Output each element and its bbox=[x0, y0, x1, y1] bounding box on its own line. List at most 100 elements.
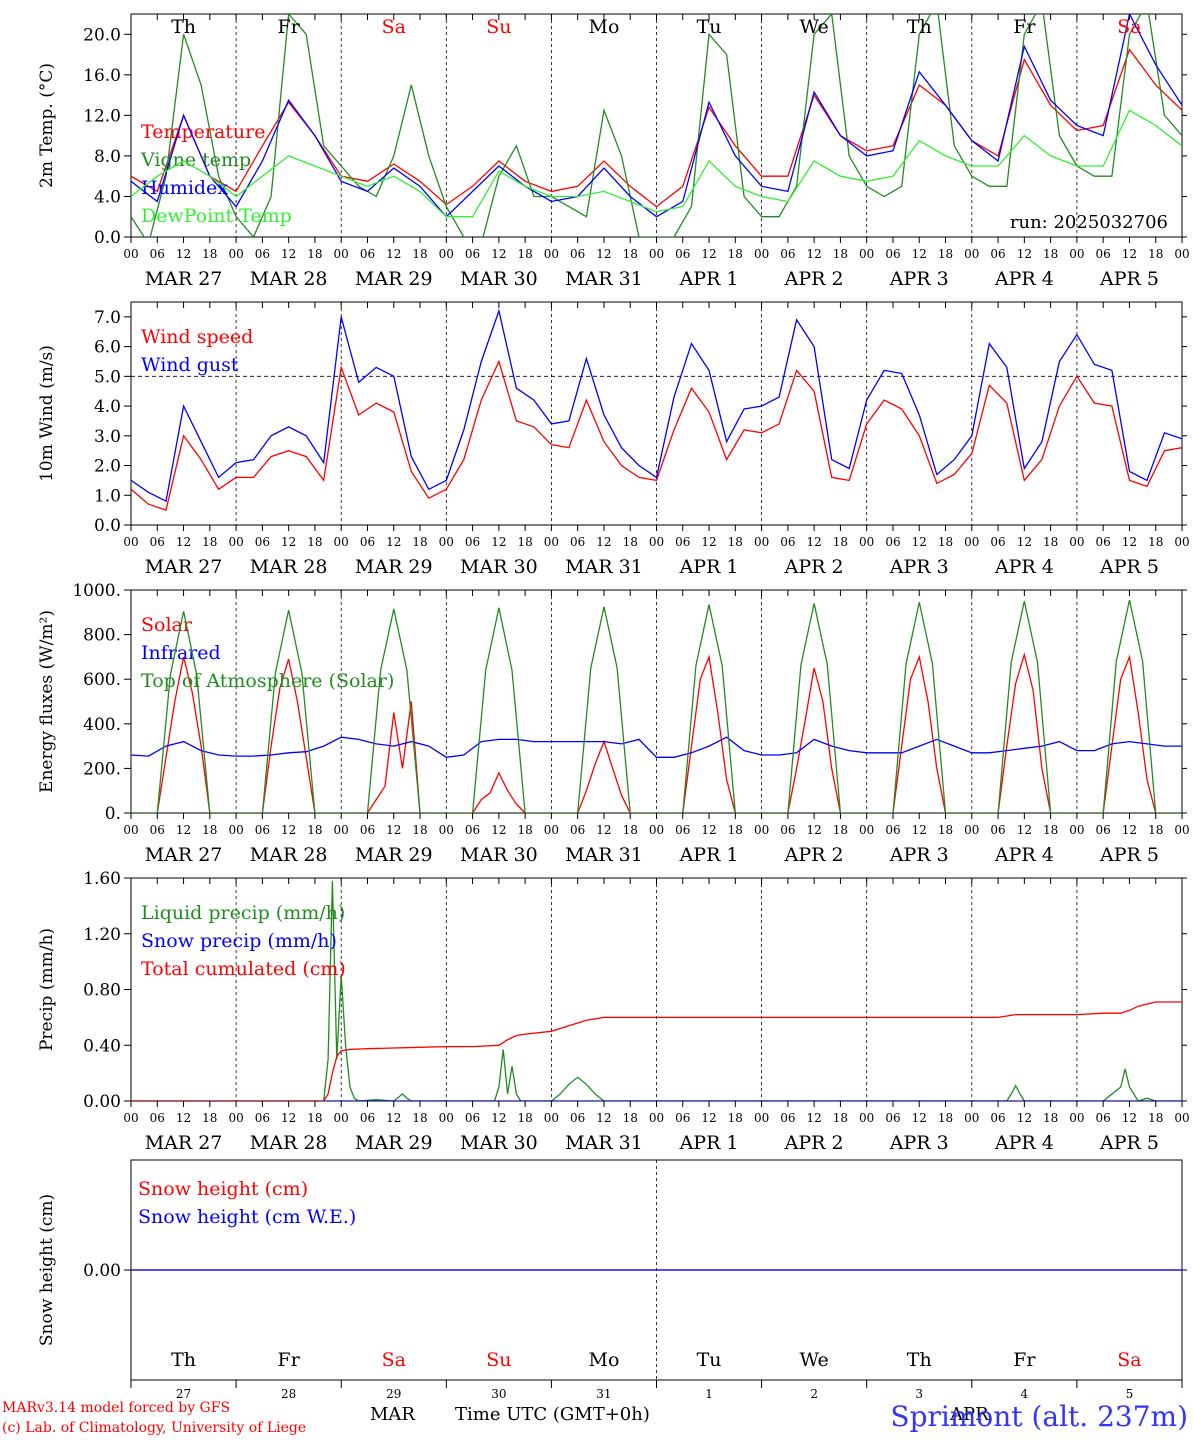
day-name-top: We bbox=[800, 16, 829, 38]
hour-tick-label: 12 bbox=[386, 247, 401, 261]
panel-frame bbox=[130, 589, 1183, 814]
hour-tick-label: 12 bbox=[281, 823, 296, 837]
hour-tick-label: 06 bbox=[1096, 823, 1111, 837]
day-name-top: Tu bbox=[697, 16, 722, 38]
y-tick-label: 3.0 bbox=[94, 427, 121, 447]
legend-entry: Snow height (cm) bbox=[138, 1178, 308, 1200]
hour-tick-label: 18 bbox=[938, 247, 953, 261]
date-label: APR 4 bbox=[994, 1132, 1054, 1154]
month-apr: APR bbox=[950, 1404, 989, 1425]
hour-tick-label: 18 bbox=[623, 535, 638, 549]
hour-tick-label: 18 bbox=[412, 535, 427, 549]
hour-tick-label: 00 bbox=[964, 1111, 979, 1125]
y-tick-label: 16.0 bbox=[83, 66, 121, 86]
hour-tick-label: 00 bbox=[649, 247, 664, 261]
day-name-bottom: Sa bbox=[382, 1349, 406, 1371]
hour-tick-label: 00 bbox=[544, 1111, 559, 1125]
hour-tick-label: 06 bbox=[1096, 247, 1111, 261]
hour-tick-label: 18 bbox=[833, 247, 848, 261]
hour-tick-label: 12 bbox=[912, 823, 927, 837]
hour-tick-label: 18 bbox=[307, 1111, 322, 1125]
day-name-top: Th bbox=[907, 16, 932, 38]
date-label: MAR 28 bbox=[250, 556, 328, 578]
hour-tick-label: 18 bbox=[517, 247, 532, 261]
hour-tick-label: 06 bbox=[150, 247, 165, 261]
hour-tick-label: 00 bbox=[1174, 535, 1189, 549]
y-tick-label: 2.0 bbox=[94, 457, 121, 477]
hour-tick-label: 12 bbox=[1122, 823, 1137, 837]
hour-tick-label: 00 bbox=[859, 1111, 874, 1125]
hour-tick-label: 12 bbox=[807, 247, 822, 261]
hour-tick-label: 12 bbox=[807, 535, 822, 549]
hour-tick-label: 00 bbox=[859, 535, 874, 549]
hour-tick-label: 18 bbox=[938, 823, 953, 837]
hour-tick-label: 00 bbox=[964, 535, 979, 549]
y-tick-label: 0.00 bbox=[83, 1261, 121, 1281]
y-tick-label: 7.0 bbox=[94, 308, 121, 328]
date-label: APR 3 bbox=[889, 1132, 949, 1154]
hour-tick-label: 06 bbox=[780, 247, 795, 261]
hour-tick-label: 06 bbox=[150, 535, 165, 549]
day-number: 29 bbox=[386, 1387, 401, 1401]
y-tick-label: 200. bbox=[83, 759, 121, 779]
hour-tick-label: 12 bbox=[491, 535, 506, 549]
series-line-4 bbox=[131, 109, 1182, 218]
y-tick-label: 1000. bbox=[72, 581, 121, 601]
legend-entry: Humidex bbox=[141, 177, 228, 199]
hour-tick-label: 18 bbox=[307, 247, 322, 261]
y-tick-label: 0. bbox=[105, 804, 121, 824]
legend-entry: Top of Atmosphere (Solar) bbox=[141, 670, 394, 692]
hour-tick-label: 06 bbox=[150, 1111, 165, 1125]
y-axis-label: 2m Temp. (°C) bbox=[37, 63, 57, 188]
hour-tick-label: 00 bbox=[334, 1111, 349, 1125]
hour-tick-label: 06 bbox=[255, 247, 270, 261]
day-name-bottom: Sa bbox=[1117, 1349, 1141, 1371]
hour-tick-label: 00 bbox=[964, 823, 979, 837]
date-label: MAR 27 bbox=[145, 556, 223, 578]
hour-tick-label: 12 bbox=[1122, 247, 1137, 261]
hour-tick-label: 00 bbox=[439, 535, 454, 549]
hour-tick-label: 12 bbox=[1017, 535, 1032, 549]
y-tick-label: 20.0 bbox=[83, 25, 121, 45]
hour-tick-label: 06 bbox=[885, 823, 900, 837]
date-label: APR 4 bbox=[994, 268, 1054, 290]
day-number: 30 bbox=[491, 1387, 506, 1401]
hour-tick-label: 18 bbox=[623, 247, 638, 261]
hour-tick-label: 06 bbox=[570, 823, 585, 837]
panel-frame bbox=[130, 301, 1183, 526]
hour-tick-label: 12 bbox=[386, 1111, 401, 1125]
date-label: APR 1 bbox=[679, 268, 739, 290]
hour-tick-label: 12 bbox=[176, 1111, 191, 1125]
month-mar: MAR bbox=[370, 1404, 415, 1425]
y-tick-label: 0.00 bbox=[83, 1092, 121, 1112]
hour-tick-label: 18 bbox=[623, 1111, 638, 1125]
hour-tick-label: 00 bbox=[228, 535, 243, 549]
hour-tick-label: 18 bbox=[833, 1111, 848, 1125]
series-line-1 bbox=[131, 359, 1182, 511]
date-label: MAR 29 bbox=[355, 844, 433, 866]
date-label: MAR 30 bbox=[460, 556, 538, 578]
date-label: APR 1 bbox=[679, 556, 739, 578]
hour-tick-label: 06 bbox=[570, 247, 585, 261]
hour-tick-label: 00 bbox=[1069, 247, 1084, 261]
day-name-bottom: Th bbox=[907, 1349, 932, 1371]
date-label: APR 5 bbox=[1099, 268, 1159, 290]
day-number: 27 bbox=[176, 1387, 191, 1401]
date-label: MAR 31 bbox=[565, 268, 643, 290]
series-line-3 bbox=[131, 14, 1182, 218]
legend-entry: Liquid precip (mm/h) bbox=[141, 902, 345, 924]
y-tick-label: 4.0 bbox=[94, 397, 121, 417]
hour-tick-label: 18 bbox=[938, 535, 953, 549]
lab-credit: (c) Lab. of Climatology, University of L… bbox=[2, 1420, 307, 1436]
hour-tick-label: 00 bbox=[334, 823, 349, 837]
date-label: APR 5 bbox=[1099, 844, 1159, 866]
y-tick-label: 8.0 bbox=[94, 147, 121, 167]
hour-tick-label: 00 bbox=[228, 247, 243, 261]
day-number: 28 bbox=[281, 1387, 296, 1401]
hour-tick-label: 06 bbox=[255, 1111, 270, 1125]
date-label: MAR 28 bbox=[250, 268, 328, 290]
day-number: 2 bbox=[810, 1387, 818, 1401]
hour-tick-label: 12 bbox=[176, 247, 191, 261]
hour-tick-label: 06 bbox=[675, 247, 690, 261]
hour-tick-label: 12 bbox=[596, 1111, 611, 1125]
